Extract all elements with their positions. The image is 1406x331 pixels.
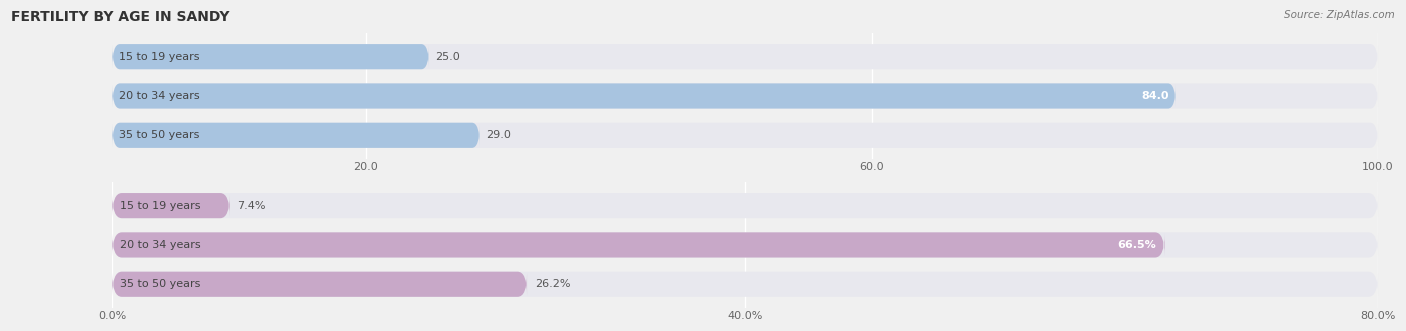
Text: 26.2%: 26.2% — [534, 279, 571, 289]
Text: 66.5%: 66.5% — [1118, 240, 1156, 250]
Text: 84.0: 84.0 — [1142, 91, 1170, 101]
FancyBboxPatch shape — [112, 193, 229, 218]
FancyBboxPatch shape — [112, 193, 1378, 218]
Text: 20 to 34 years: 20 to 34 years — [118, 91, 200, 101]
FancyBboxPatch shape — [112, 44, 429, 69]
Text: FERTILITY BY AGE IN SANDY: FERTILITY BY AGE IN SANDY — [11, 10, 229, 24]
Text: 25.0: 25.0 — [436, 52, 460, 62]
FancyBboxPatch shape — [112, 83, 1378, 109]
FancyBboxPatch shape — [112, 123, 479, 148]
Text: 15 to 19 years: 15 to 19 years — [121, 201, 201, 211]
FancyBboxPatch shape — [112, 44, 1378, 69]
FancyBboxPatch shape — [112, 232, 1164, 258]
FancyBboxPatch shape — [112, 272, 527, 297]
Text: Source: ZipAtlas.com: Source: ZipAtlas.com — [1284, 10, 1395, 20]
FancyBboxPatch shape — [112, 83, 1175, 109]
Text: 7.4%: 7.4% — [238, 201, 266, 211]
FancyBboxPatch shape — [112, 272, 1378, 297]
Text: 20 to 34 years: 20 to 34 years — [121, 240, 201, 250]
Text: 35 to 50 years: 35 to 50 years — [121, 279, 201, 289]
FancyBboxPatch shape — [112, 123, 1378, 148]
Text: 15 to 19 years: 15 to 19 years — [118, 52, 200, 62]
Text: 35 to 50 years: 35 to 50 years — [118, 130, 200, 140]
FancyBboxPatch shape — [112, 232, 1378, 258]
Text: 29.0: 29.0 — [486, 130, 510, 140]
